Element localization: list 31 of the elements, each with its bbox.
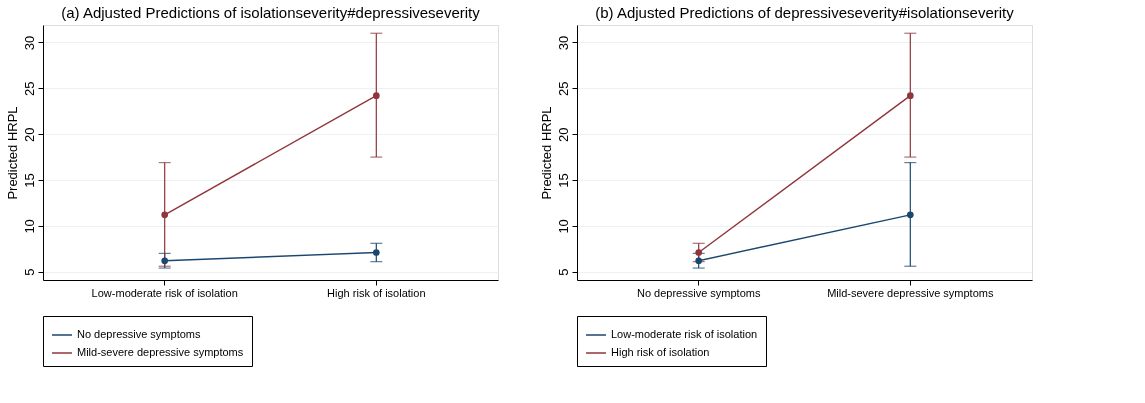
y-tick-label: 15 [555,173,571,188]
y-tick-label: 30 [21,35,37,51]
legend-label: Mild-severe depressive symptoms [77,346,244,358]
y-tick-label: 15 [21,173,37,188]
x-tick-label: Low-moderate risk of isolation [91,286,238,299]
point [372,92,380,99]
point [161,211,169,219]
y-tick-label: 10 [555,219,571,234]
y-axis-title: Predicted HRPL [538,106,554,200]
y-tick-label: 25 [21,81,37,97]
point [906,92,914,99]
y-tick-label: 25 [555,81,571,97]
y-tick-label: 30 [555,35,571,51]
point [695,257,703,265]
point [372,249,380,256]
chart-title: (a) Adjusted Predictions of isolationseverity#depressiveseverity [61,4,481,21]
y-axis-title: Predicted HRPL [4,106,20,200]
y-tick-label: 20 [21,127,37,142]
x-tick-label: Mild-severe depressive symptoms [827,286,994,299]
y-tick-label: 5 [21,268,37,276]
x-tick-label: No depressive symptoms [636,286,761,299]
legend-label: Low-moderate risk of isolation [611,328,758,340]
legend-label: No depressive symptoms [77,328,201,340]
point [906,211,914,219]
x-tick-label: High risk of isolation [327,286,426,299]
chart-title: (b) Adjusted Predictions of depressiveseverity#isolationseverity [595,4,1015,21]
y-tick-label: 10 [21,219,37,234]
legend-label: High risk of isolation [611,346,710,358]
y-tick-label: 20 [555,127,571,142]
point [161,257,169,265]
y-tick-label: 5 [555,268,571,276]
